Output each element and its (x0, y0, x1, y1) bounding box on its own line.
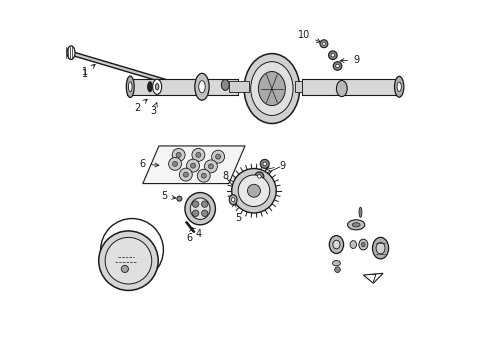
Circle shape (176, 152, 181, 157)
Text: 7: 7 (370, 274, 376, 284)
Circle shape (192, 148, 205, 161)
Ellipse shape (258, 72, 285, 105)
Ellipse shape (333, 240, 340, 249)
Text: 1: 1 (82, 69, 88, 79)
Ellipse shape (337, 81, 347, 96)
Text: 6: 6 (186, 228, 194, 243)
Ellipse shape (359, 239, 368, 250)
Circle shape (191, 163, 196, 168)
Circle shape (193, 210, 199, 216)
Polygon shape (229, 81, 248, 92)
Circle shape (201, 173, 206, 178)
Text: 3: 3 (150, 103, 157, 116)
Polygon shape (364, 273, 383, 283)
Ellipse shape (347, 220, 365, 230)
Ellipse shape (153, 79, 162, 94)
Ellipse shape (333, 62, 342, 70)
Polygon shape (69, 51, 167, 83)
Ellipse shape (359, 207, 362, 217)
Ellipse shape (190, 198, 210, 220)
Circle shape (335, 267, 341, 273)
Ellipse shape (232, 198, 235, 202)
Circle shape (197, 169, 210, 182)
Ellipse shape (155, 84, 159, 90)
Text: 9: 9 (266, 161, 286, 171)
Circle shape (196, 152, 201, 157)
Ellipse shape (199, 81, 205, 93)
Circle shape (216, 154, 220, 159)
Ellipse shape (263, 162, 267, 166)
Ellipse shape (258, 175, 261, 178)
Ellipse shape (147, 82, 152, 92)
Circle shape (238, 175, 270, 207)
Circle shape (212, 150, 224, 163)
Text: 4: 4 (191, 228, 201, 239)
Polygon shape (126, 79, 238, 95)
Circle shape (247, 184, 260, 197)
Text: 10: 10 (298, 30, 320, 42)
Text: 8: 8 (222, 171, 242, 181)
Circle shape (172, 161, 177, 166)
Ellipse shape (352, 223, 360, 227)
Circle shape (169, 157, 181, 170)
Text: 2: 2 (134, 99, 147, 113)
Ellipse shape (221, 80, 229, 90)
Circle shape (172, 148, 185, 161)
Text: 6: 6 (140, 159, 159, 169)
Ellipse shape (394, 76, 404, 97)
Ellipse shape (376, 242, 385, 254)
Ellipse shape (126, 76, 134, 98)
Circle shape (193, 201, 199, 207)
Text: 5: 5 (161, 191, 176, 201)
Ellipse shape (333, 261, 341, 266)
Ellipse shape (350, 240, 357, 248)
Ellipse shape (128, 82, 132, 92)
Circle shape (183, 172, 188, 177)
Ellipse shape (336, 64, 339, 68)
Text: 5: 5 (233, 194, 241, 222)
Circle shape (187, 159, 199, 172)
Ellipse shape (229, 195, 237, 205)
Circle shape (232, 168, 276, 213)
Ellipse shape (331, 53, 335, 57)
Ellipse shape (122, 265, 128, 273)
Ellipse shape (260, 159, 269, 168)
Text: 9: 9 (340, 55, 359, 65)
Ellipse shape (177, 196, 182, 201)
Polygon shape (295, 81, 302, 92)
Circle shape (208, 164, 214, 169)
Ellipse shape (255, 172, 264, 181)
Ellipse shape (244, 54, 300, 123)
Ellipse shape (329, 235, 343, 253)
Circle shape (201, 201, 208, 207)
Ellipse shape (185, 193, 216, 225)
Circle shape (201, 210, 208, 216)
Polygon shape (143, 146, 245, 184)
Circle shape (105, 237, 152, 284)
Circle shape (98, 231, 158, 291)
Ellipse shape (67, 46, 75, 59)
Ellipse shape (195, 73, 209, 100)
Ellipse shape (372, 237, 389, 259)
Ellipse shape (329, 51, 337, 59)
Text: 1: 1 (82, 64, 95, 77)
Ellipse shape (320, 40, 328, 48)
Circle shape (179, 168, 192, 181)
Ellipse shape (322, 42, 325, 45)
Ellipse shape (362, 242, 365, 247)
Circle shape (204, 160, 218, 173)
Polygon shape (302, 79, 399, 95)
Ellipse shape (251, 62, 293, 116)
Ellipse shape (397, 82, 401, 91)
